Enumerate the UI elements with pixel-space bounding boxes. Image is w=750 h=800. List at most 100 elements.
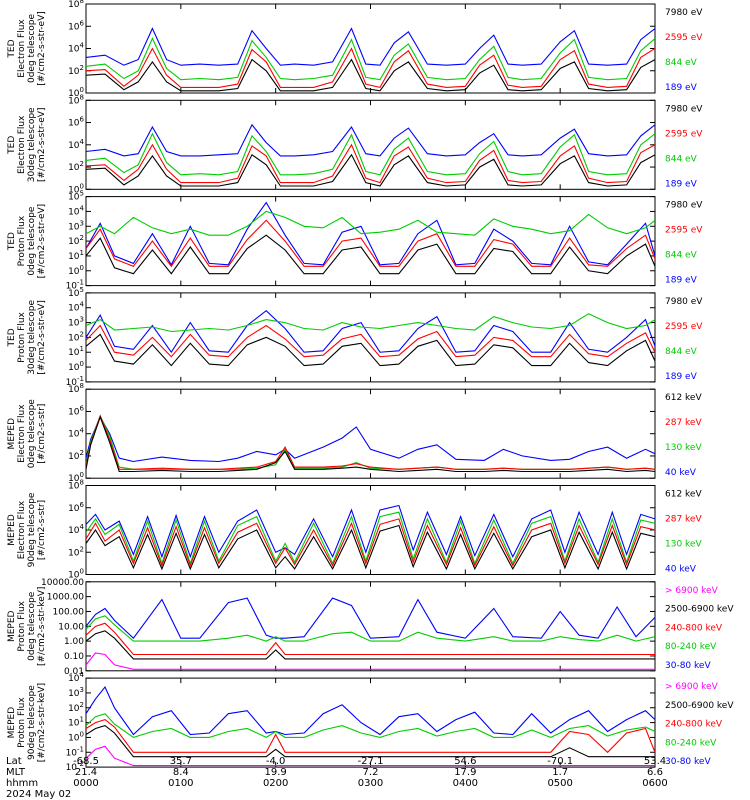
- series-line-green: [86, 511, 655, 566]
- y-tick-label: 104: [68, 301, 84, 314]
- y-tick-label: 100: [68, 568, 84, 581]
- y-tick-label: 106: [68, 404, 84, 417]
- y-tick-label: 10-1: [66, 375, 84, 388]
- series-line-blue: [86, 309, 655, 354]
- y-tick-label: 102: [68, 234, 84, 247]
- y-tick-label: 101: [68, 345, 84, 358]
- footer-tick-lat: -70.1: [547, 756, 573, 767]
- legend-entry: > 6900 keV: [665, 682, 719, 692]
- footer-tick-time: 0600: [642, 778, 667, 789]
- legend-entry: 80-240 keV: [665, 738, 717, 748]
- series-line-red: [86, 219, 655, 268]
- y-tick-label: 10-2: [66, 760, 84, 773]
- series-line-green: [86, 37, 655, 81]
- footer-tick-lat: -4.0: [266, 756, 286, 767]
- legend-entry: 844 eV: [665, 251, 698, 261]
- y-tick-label: 101: [68, 249, 84, 262]
- y-axis-label: TEDProton Flux30deg telescope[#/cm2-s-st…: [7, 300, 47, 375]
- series-line-green: [86, 414, 655, 470]
- y-tick-label: 102: [68, 545, 84, 558]
- panel-6: 100 102 104 106 108 MEPEDElectron Flux90deg t…: [7, 479, 702, 581]
- footer-tick-lat: 54.6: [454, 756, 476, 767]
- series-line-black: [86, 234, 655, 275]
- footer-tick-lat: 53.4: [644, 756, 666, 767]
- legend-entry: 189 eV: [665, 276, 698, 286]
- legend-entry: 2595 eV: [665, 226, 703, 236]
- y-tick-label: 104: [68, 671, 84, 684]
- y-tick-label: 10.00: [58, 622, 84, 632]
- y-tick-label: 0.10: [64, 652, 84, 662]
- y-tick-label: 100: [68, 182, 84, 195]
- y-axis-label: MEPEDProton Flux90deg telescope[#/cm2-s-…: [7, 683, 47, 762]
- plot-frame: [85, 388, 656, 479]
- footer-tick-time: 0200: [263, 778, 288, 789]
- series-line-blue: [86, 415, 655, 463]
- footer-label-mlt: MLT: [6, 767, 26, 778]
- series-line-black: [86, 415, 655, 473]
- footer-tick-mlt: 6.6: [647, 767, 663, 778]
- legend-entry: 7980 eV: [665, 201, 703, 211]
- legend-entry: 240-800 keV: [665, 623, 723, 633]
- series-line-black: [86, 524, 655, 571]
- y-tick-label: 104: [68, 42, 84, 55]
- y-tick-label: 104: [68, 204, 84, 217]
- legend-entry: 40 keV: [665, 468, 697, 478]
- y-tick-label: 101: [68, 716, 84, 729]
- series-line-green: [86, 615, 655, 642]
- series-line-blue: [86, 27, 655, 66]
- y-tick-label: 103: [68, 219, 84, 232]
- footer-tick-mlt: 1.7: [552, 767, 568, 778]
- legend-entry: 2595 eV: [665, 129, 703, 139]
- panel-1: 100 102 104 106 108 TEDElectron Flux0deg tele…: [7, 0, 703, 99]
- legend-entry: 2595 eV: [665, 322, 703, 332]
- footer-tick-mlt: 7.2: [363, 767, 379, 778]
- series-line-green: [86, 313, 655, 333]
- y-tick-label: 105: [68, 190, 84, 203]
- series-line-black: [86, 630, 655, 660]
- footer-tick-lat: -68.5: [73, 756, 99, 767]
- legend-entry: 287 keV: [665, 418, 702, 428]
- footer-label-lat: Lat: [6, 756, 22, 767]
- legend-entry: 189 eV: [665, 372, 698, 382]
- series-line-black: [86, 333, 655, 367]
- series-line-magenta: [86, 745, 655, 767]
- y-tick-label: 0.01: [64, 667, 84, 677]
- legend-entry: 844 eV: [665, 347, 698, 357]
- legend-entry: 30-80 keV: [665, 757, 711, 767]
- series-line-black: [86, 58, 655, 92]
- footer-tick-time: 0100: [168, 778, 193, 789]
- legend-entry: > 6900 keV: [665, 586, 719, 596]
- y-tick-label: 10-1: [66, 279, 84, 292]
- y-tick-label: 105: [68, 286, 84, 299]
- plot-frame: [85, 677, 656, 768]
- series-line-green: [86, 210, 655, 236]
- footer-tick-mlt: 8.4: [173, 767, 189, 778]
- legend-entry: 189 eV: [665, 179, 698, 189]
- legend-entry: 40 keV: [665, 565, 697, 575]
- footer-tick-time: 0400: [453, 778, 478, 789]
- y-tick-label: 104: [68, 427, 84, 440]
- plot-frame: [85, 581, 656, 672]
- y-tick-label: 1000.00: [47, 593, 84, 603]
- footer-tick-mlt: 19.9: [265, 767, 287, 778]
- y-axis-label: MEPEDProton Flux0deg telescope[#/cm2-s-s…: [7, 587, 47, 666]
- y-tick-label: 108: [68, 0, 84, 10]
- y-tick-label: 106: [68, 19, 84, 32]
- y-tick-label: 106: [68, 116, 84, 129]
- y-axis-label: TEDProton Flux0deg telescope[#/cm2-s-str…: [7, 204, 47, 279]
- footer-tick-mlt: 17.9: [454, 767, 476, 778]
- y-tick-label: 100: [68, 471, 84, 484]
- panel-7: 0.01 0.10 1.00 10.00 100.00 1000.00 10000.00ME…: [7, 578, 734, 677]
- series-line-blue: [86, 597, 655, 640]
- legend-entry: 240-800 keV: [665, 720, 723, 730]
- series-line-red: [86, 622, 655, 656]
- panel-5: 100 102 104 106 108 MEPEDElectron Flux0deg te…: [7, 382, 702, 484]
- series-line-red: [86, 143, 655, 184]
- footer-tick-time: 0300: [358, 778, 383, 789]
- y-tick-label: 100: [68, 360, 84, 373]
- footer-tick-time: 0500: [547, 778, 572, 789]
